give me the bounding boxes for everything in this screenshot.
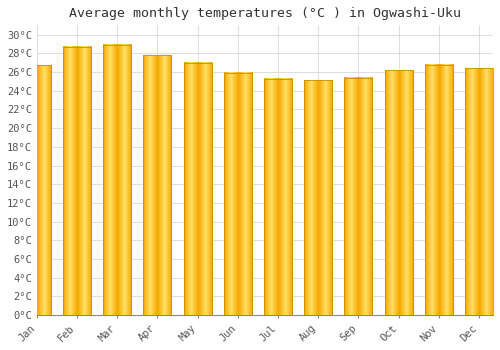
- Bar: [224, 73, 252, 315]
- Bar: [344, 78, 372, 315]
- Bar: [184, 63, 212, 315]
- Bar: [465, 68, 493, 315]
- Bar: [22, 65, 51, 315]
- Bar: [103, 45, 132, 315]
- Bar: [384, 70, 412, 315]
- Bar: [144, 55, 172, 315]
- Bar: [184, 63, 212, 315]
- Bar: [22, 65, 51, 315]
- Bar: [264, 78, 292, 315]
- Bar: [224, 73, 252, 315]
- Title: Average monthly temperatures (°C ) in Ogwashi-Uku: Average monthly temperatures (°C ) in Og…: [69, 7, 461, 20]
- Bar: [144, 55, 172, 315]
- Bar: [304, 80, 332, 315]
- Bar: [103, 45, 132, 315]
- Bar: [63, 47, 91, 315]
- Bar: [344, 78, 372, 315]
- Bar: [424, 64, 453, 315]
- Bar: [264, 78, 292, 315]
- Bar: [63, 47, 91, 315]
- Bar: [384, 70, 412, 315]
- Bar: [304, 80, 332, 315]
- Bar: [424, 64, 453, 315]
- Bar: [465, 68, 493, 315]
